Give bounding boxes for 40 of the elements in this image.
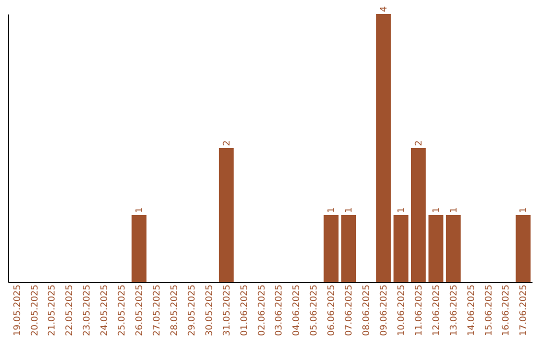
data-label: 1 xyxy=(449,207,460,213)
x-tick-label: 17.06.2025 xyxy=(519,284,530,336)
x-tick-label: 12.06.2025 xyxy=(432,284,442,336)
x-tick-label: 10.06.2025 xyxy=(396,284,407,336)
x-tick-label: 19.05.2025 xyxy=(12,284,23,336)
data-label: 1 xyxy=(135,207,146,213)
x-tick-label: 20.05.2025 xyxy=(30,284,40,336)
x-tick-label: 22.05.2025 xyxy=(65,284,76,336)
x-tick-label: 11.06.2025 xyxy=(414,284,424,336)
data-label: 4 xyxy=(379,6,390,12)
data-label: 2 xyxy=(414,140,424,146)
data-label: 2 xyxy=(222,140,232,146)
x-tick-label: 28.05.2025 xyxy=(170,284,180,336)
x-tick-label: 25.05.2025 xyxy=(118,284,128,336)
x-tick-label: 15.06.2025 xyxy=(484,284,494,336)
x-tick-label: 16.06.2025 xyxy=(502,284,512,336)
x-tick-label: 03.06.2025 xyxy=(274,284,285,336)
x-tick-label: 27.05.2025 xyxy=(152,284,163,336)
x-tick-label: 30.05.2025 xyxy=(204,284,215,336)
x-tick-label: 24.05.2025 xyxy=(100,284,110,336)
x-tick-label: 13.06.2025 xyxy=(449,284,460,336)
data-label: 1 xyxy=(519,207,530,213)
x-tick-label: 09.06.2025 xyxy=(379,284,390,336)
x-tick-label: 05.06.2025 xyxy=(310,284,320,336)
x-tick-label: 31.05.2025 xyxy=(222,284,232,336)
x-tick-label: 14.06.2025 xyxy=(466,284,477,336)
data-label: 1 xyxy=(396,207,407,213)
x-tick-label: 01.06.2025 xyxy=(240,284,250,336)
x-tick-label: 21.05.2025 xyxy=(48,284,58,336)
x-tick-label: 04.06.2025 xyxy=(292,284,302,336)
x-tick-label: 23.05.2025 xyxy=(82,284,93,336)
x-tick-label: 02.06.2025 xyxy=(257,284,268,336)
x-tick-label: 08.06.2025 xyxy=(362,284,372,336)
x-tick-label: 06.06.2025 xyxy=(327,284,338,336)
data-label: 1 xyxy=(344,207,355,213)
x-tick-label: 29.05.2025 xyxy=(187,284,198,336)
x-tick-label: 07.06.2025 xyxy=(344,284,355,336)
data-label: 1 xyxy=(432,207,442,213)
data-label: 1 xyxy=(327,207,338,213)
x-tick-label: 26.05.2025 xyxy=(135,284,146,336)
